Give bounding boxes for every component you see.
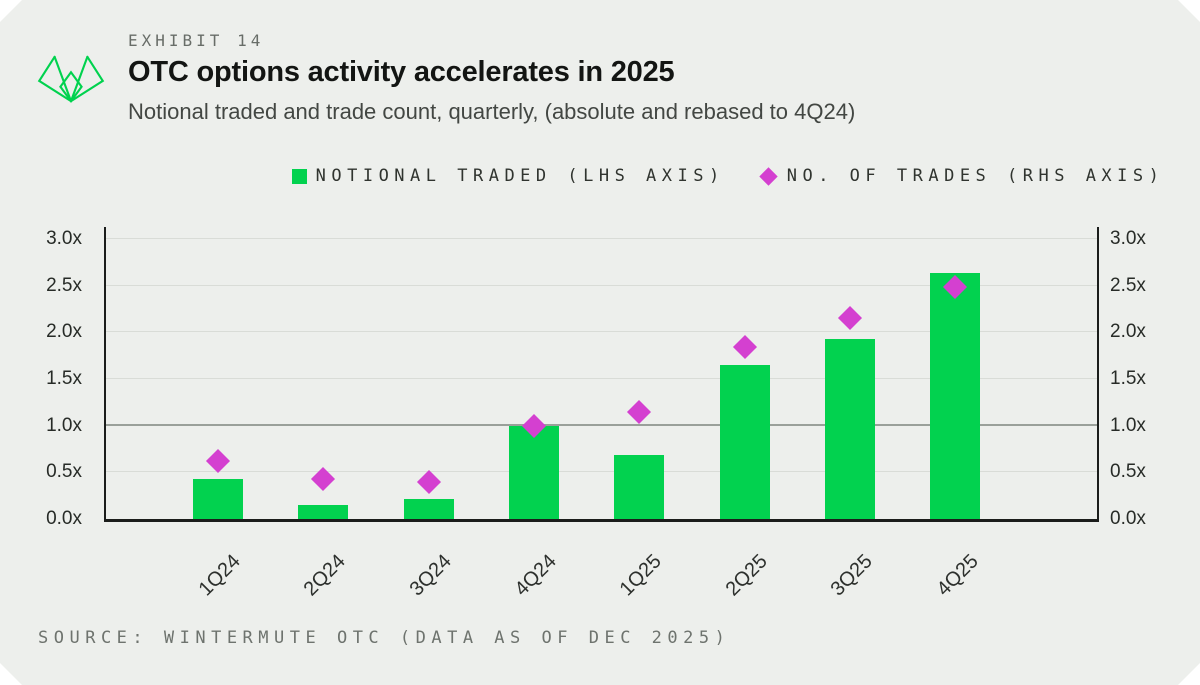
gridline-0.5x	[106, 471, 1097, 472]
chart-subtitle: Notional traded and trade count, quarter…	[128, 99, 856, 124]
gridline-2.0x	[106, 331, 1097, 332]
diamond-3Q24	[417, 470, 441, 494]
x-label-4Q25: 4Q25	[932, 550, 983, 601]
y-tick-right-0.5x: 0.5x	[1110, 461, 1146, 483]
page-title: OTC options activity accelerates in 2025	[128, 56, 675, 88]
y-tick-right-2.0x: 2.0x	[1110, 321, 1146, 343]
diamond-2Q25	[733, 335, 757, 359]
gridline-3.0x	[106, 238, 1097, 239]
x-label-2Q24: 2Q24	[300, 550, 351, 601]
bar-4Q25	[930, 273, 980, 519]
diamond-3Q25	[838, 306, 862, 330]
bar-2Q24	[298, 505, 348, 519]
x-label-3Q24: 3Q24	[405, 550, 456, 601]
x-label-1Q24: 1Q24	[194, 550, 245, 601]
y-tick-right-2.5x: 2.5x	[1110, 274, 1146, 296]
y-tick-left-0.0x: 0.0x	[46, 508, 82, 529]
bar-1Q25	[614, 455, 664, 519]
bar-3Q24	[404, 499, 454, 519]
y-tick-left-0.5x: 0.5x	[46, 461, 82, 483]
x-label-2Q25: 2Q25	[721, 550, 772, 601]
exhibit-label: EXHIBIT 14	[128, 31, 265, 50]
legend-row: NOTIONAL TRADED (LHS AXIS) NO. OF TRADES…	[292, 166, 1165, 186]
x-label-4Q24: 4Q24	[510, 550, 561, 601]
y-tick-right-1.0x: 1.0x	[1110, 414, 1146, 436]
legend-diamond-icon	[759, 167, 777, 185]
legend-label-trades: NO. OF TRADES (RHS AXIS)	[786, 166, 1165, 186]
y-axis-left: 0.0x 0.5x 1.0x 1.5x 2.0x 2.5x 3.0x	[0, 227, 82, 519]
gridline-1.0x	[106, 424, 1097, 426]
x-axis-labels: 1Q24 2Q24 3Q24 4Q24 1Q25 2Q25 3Q25 4Q25	[104, 522, 1095, 617]
bar-4Q24	[509, 426, 559, 519]
diamond-1Q25	[627, 400, 651, 424]
y-axis-right: 0.0x 0.5x 1.0x 1.5x 2.0x 2.5x 3.0x	[1110, 227, 1190, 519]
y-tick-right-3.0x: 3.0x	[1110, 228, 1146, 250]
x-label-1Q25: 1Q25	[616, 550, 667, 601]
legend-item-trades: NO. OF TRADES (RHS AXIS)	[758, 166, 1165, 186]
y-tick-left-2.5x: 2.5x	[46, 274, 82, 296]
bar-3Q25	[825, 339, 875, 519]
gridline-1.5x	[106, 378, 1097, 379]
legend-item-notional: NOTIONAL TRADED (LHS AXIS)	[292, 166, 725, 186]
y-tick-left-1.0x: 1.0x	[46, 414, 82, 436]
source-note: SOURCE: WINTERMUTE OTC (DATA AS OF DEC 2…	[38, 628, 731, 648]
bar-1Q24	[193, 479, 243, 519]
plot-area	[104, 227, 1099, 522]
wintermute-logo-icon	[36, 53, 106, 105]
gridline-2.5x	[106, 285, 1097, 286]
y-tick-left-1.5x: 1.5x	[46, 368, 82, 390]
y-tick-left-2.0x: 2.0x	[46, 321, 82, 343]
diamond-1Q24	[206, 449, 230, 473]
legend: NOTIONAL TRADED (LHS AXIS) NO. OF TRADES…	[0, 166, 1200, 186]
legend-square-icon	[292, 169, 307, 184]
x-label-3Q25: 3Q25	[826, 550, 877, 601]
y-tick-right-0.0x: 0.0x	[1110, 508, 1146, 529]
y-tick-left-3.0x: 3.0x	[46, 228, 82, 250]
bar-2Q25	[720, 365, 770, 519]
y-tick-right-1.5x: 1.5x	[1110, 368, 1146, 390]
legend-label-notional: NOTIONAL TRADED (LHS AXIS)	[315, 166, 725, 186]
